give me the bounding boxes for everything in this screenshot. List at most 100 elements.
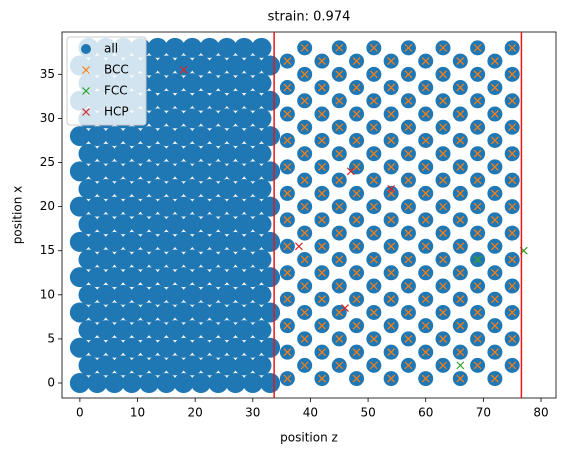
point-cross [283, 321, 292, 330]
point-cross [490, 83, 499, 92]
point [95, 284, 116, 305]
point [87, 337, 108, 358]
point-cross [456, 361, 465, 370]
point [78, 143, 99, 164]
point-cross [369, 255, 378, 264]
x-tick-label: 50 [360, 406, 375, 420]
point-cross [318, 268, 326, 277]
point [69, 373, 90, 394]
point [78, 284, 99, 305]
point-cross [352, 83, 361, 92]
point [147, 355, 168, 376]
point-cross [369, 176, 378, 185]
point [87, 373, 108, 394]
x-axis-label: position z [280, 431, 338, 445]
point-cross [387, 163, 396, 171]
point [113, 284, 134, 305]
point-cross [346, 167, 355, 176]
x-tick-label: 30 [245, 406, 260, 420]
point [173, 126, 194, 147]
point-cross [300, 334, 309, 343]
point-cross [387, 374, 396, 383]
point [199, 249, 220, 270]
point [156, 302, 177, 323]
chart-title: strain: 0.974 [268, 10, 351, 25]
point [95, 355, 116, 376]
point [130, 143, 151, 164]
point-cross [335, 282, 344, 290]
point-cross [439, 308, 447, 317]
point [251, 320, 272, 341]
point [147, 214, 168, 235]
point [234, 178, 255, 199]
point [78, 178, 99, 199]
y-tick-label: 0 [47, 376, 55, 390]
point [182, 249, 203, 270]
legend-label: HCP [104, 105, 129, 119]
point [190, 337, 211, 358]
point [130, 214, 151, 235]
point-cross [421, 295, 430, 304]
point [87, 161, 108, 182]
point-cross [404, 361, 413, 370]
point [216, 108, 237, 129]
point-cross [421, 348, 430, 357]
point-cross [335, 202, 344, 211]
point [69, 126, 90, 147]
point-cross [421, 189, 430, 198]
point [139, 161, 160, 182]
point-cross [456, 110, 465, 118]
point-cross [456, 83, 465, 92]
point [95, 249, 116, 270]
point-cross [369, 308, 378, 317]
point [260, 373, 281, 394]
point-cross [352, 215, 361, 224]
point-cross [404, 202, 413, 211]
point-cross [387, 242, 396, 251]
point-cross [352, 136, 361, 145]
point [225, 196, 246, 217]
point [242, 373, 263, 394]
point-cross [508, 361, 517, 370]
x-tick-label: 70 [476, 406, 491, 420]
point [130, 249, 151, 270]
point [104, 267, 125, 288]
point-cross [404, 123, 413, 132]
point [113, 355, 134, 376]
point [234, 143, 255, 164]
point-cross [421, 110, 430, 118]
legend-box [66, 36, 147, 126]
point-cross [318, 242, 326, 251]
point [87, 231, 108, 252]
point [95, 320, 116, 341]
point-cross [283, 163, 292, 171]
point-cross [490, 295, 499, 304]
point-cross [283, 189, 292, 198]
point-cross [352, 295, 361, 304]
point [173, 231, 194, 252]
point [156, 126, 177, 147]
point-cross [387, 348, 396, 357]
point [104, 231, 125, 252]
point [113, 143, 134, 164]
point [242, 90, 263, 111]
point [104, 302, 125, 323]
point-cross [318, 57, 326, 66]
point-cross [318, 136, 326, 145]
point-cross [387, 57, 396, 66]
point [199, 73, 220, 94]
point-cross [508, 70, 517, 79]
point [164, 355, 185, 376]
point-cross [404, 96, 413, 105]
point [216, 73, 237, 94]
point-cross [456, 163, 465, 171]
point [242, 161, 263, 182]
point-cross [473, 176, 482, 185]
point [139, 267, 160, 288]
point [225, 231, 246, 252]
point-cross [439, 43, 447, 52]
point-cross [421, 321, 430, 330]
point [139, 373, 160, 394]
point-cross [318, 295, 326, 304]
point [164, 178, 185, 199]
